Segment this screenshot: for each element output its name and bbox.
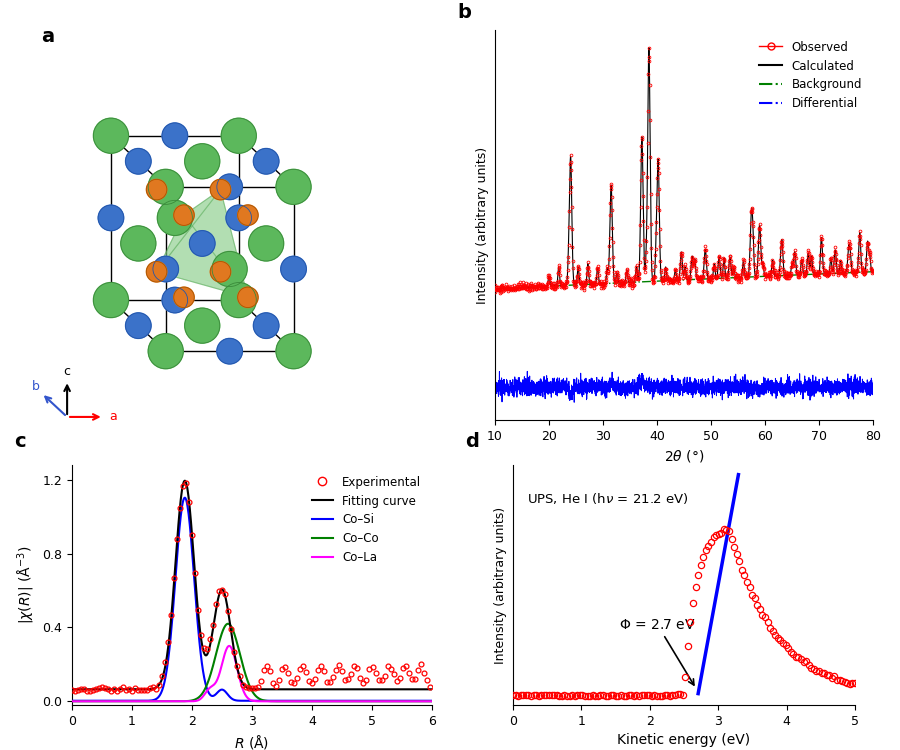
Circle shape bbox=[94, 283, 129, 317]
Circle shape bbox=[217, 174, 242, 200]
Circle shape bbox=[238, 205, 258, 226]
Circle shape bbox=[184, 144, 220, 178]
Text: c: c bbox=[64, 365, 70, 378]
Polygon shape bbox=[184, 190, 248, 297]
Circle shape bbox=[98, 205, 123, 231]
Text: $\Phi$ = 2.7 eV: $\Phi$ = 2.7 eV bbox=[619, 617, 696, 685]
Circle shape bbox=[238, 287, 258, 308]
Polygon shape bbox=[157, 190, 248, 297]
Circle shape bbox=[211, 262, 230, 282]
Circle shape bbox=[211, 179, 230, 200]
Legend: Observed, Calculated, Background, Differential: Observed, Calculated, Background, Differ… bbox=[754, 36, 867, 115]
Text: d: d bbox=[465, 431, 479, 451]
Polygon shape bbox=[157, 190, 220, 272]
X-axis label: $R$ (Å): $R$ (Å) bbox=[234, 734, 270, 750]
Text: b: b bbox=[32, 380, 40, 392]
Circle shape bbox=[276, 170, 311, 205]
Circle shape bbox=[254, 313, 279, 338]
Circle shape bbox=[221, 118, 256, 153]
Circle shape bbox=[147, 262, 166, 282]
Circle shape bbox=[217, 338, 242, 364]
Circle shape bbox=[162, 123, 187, 148]
Circle shape bbox=[174, 205, 194, 226]
Text: c: c bbox=[14, 431, 26, 451]
Circle shape bbox=[148, 170, 184, 205]
Circle shape bbox=[153, 256, 178, 282]
Circle shape bbox=[174, 287, 194, 308]
Circle shape bbox=[162, 287, 187, 313]
Circle shape bbox=[184, 308, 220, 344]
Y-axis label: $|\chi(R)|$ (Å$^{-3}$): $|\chi(R)|$ (Å$^{-3}$) bbox=[15, 546, 37, 624]
Circle shape bbox=[121, 226, 156, 261]
Text: UPS, He I (h$\nu$ = 21.2 eV): UPS, He I (h$\nu$ = 21.2 eV) bbox=[526, 491, 688, 506]
Text: a: a bbox=[109, 410, 117, 424]
Legend: La, Co, Si: La, Co, Si bbox=[139, 464, 302, 487]
Y-axis label: Intensity (arbitrary units): Intensity (arbitrary units) bbox=[476, 146, 490, 304]
Legend: Experimental, Fitting curve, Co–Si, Co–Co, Co–La: Experimental, Fitting curve, Co–Si, Co–C… bbox=[307, 471, 426, 569]
X-axis label: Kinetic energy (eV): Kinetic energy (eV) bbox=[617, 734, 751, 747]
Circle shape bbox=[248, 226, 284, 261]
Circle shape bbox=[212, 251, 248, 286]
Circle shape bbox=[94, 118, 129, 153]
Circle shape bbox=[190, 231, 215, 256]
Circle shape bbox=[147, 179, 166, 200]
Circle shape bbox=[125, 313, 151, 338]
Y-axis label: Intensity (arbitrary units): Intensity (arbitrary units) bbox=[494, 506, 508, 664]
X-axis label: $2\theta$ (°): $2\theta$ (°) bbox=[664, 448, 704, 464]
Circle shape bbox=[221, 283, 256, 317]
Circle shape bbox=[158, 200, 193, 236]
Polygon shape bbox=[157, 215, 248, 297]
Circle shape bbox=[281, 256, 306, 282]
Circle shape bbox=[226, 205, 251, 231]
Circle shape bbox=[125, 148, 151, 174]
Circle shape bbox=[276, 334, 311, 369]
Circle shape bbox=[254, 148, 279, 174]
Circle shape bbox=[148, 334, 184, 369]
Text: a: a bbox=[41, 27, 55, 46]
Text: b: b bbox=[457, 3, 471, 22]
